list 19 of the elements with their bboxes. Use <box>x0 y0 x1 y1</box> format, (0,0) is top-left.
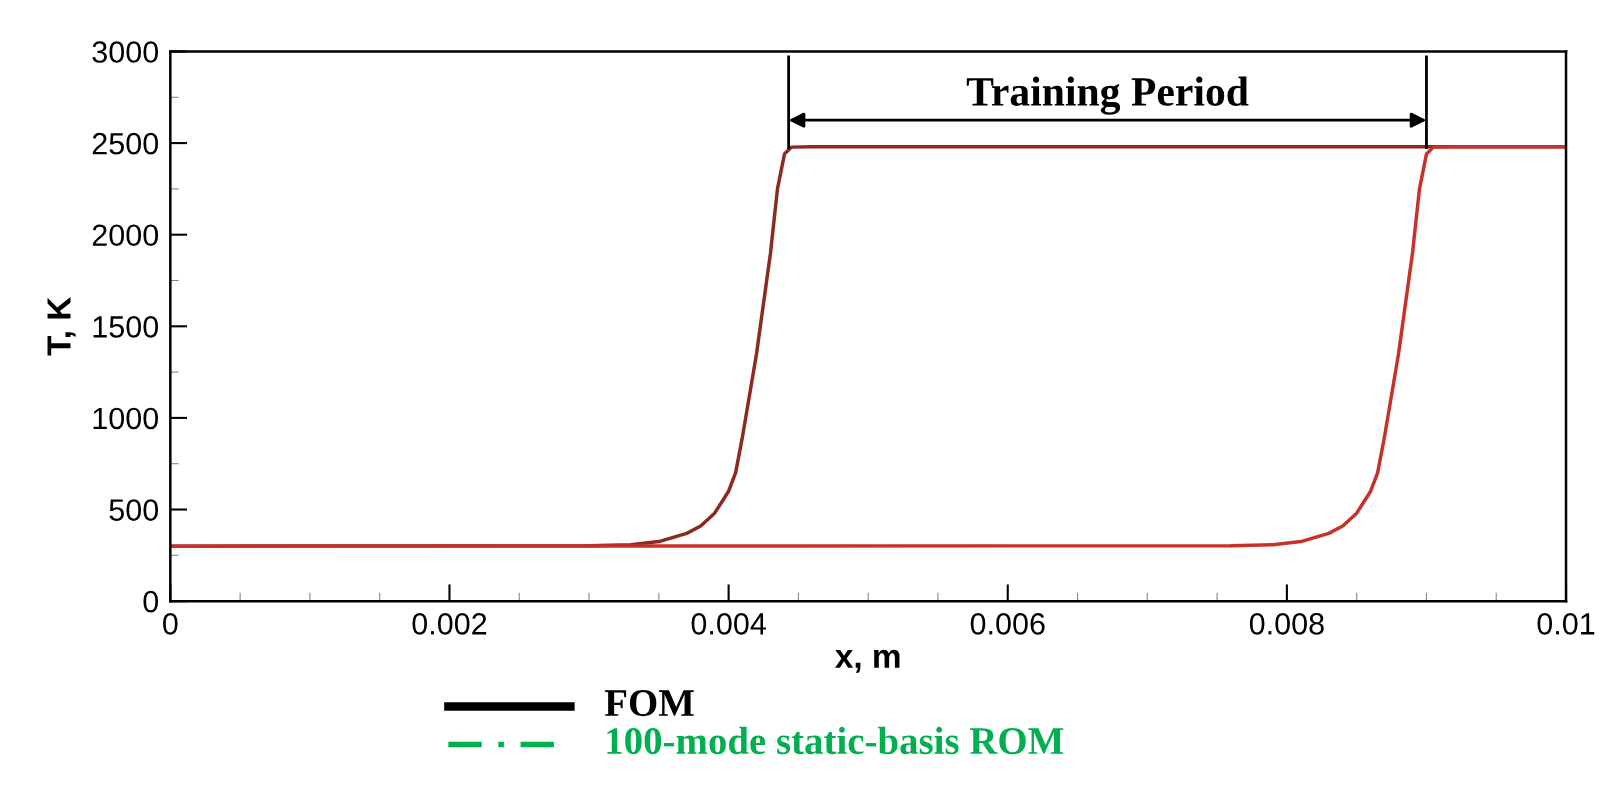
y-tick-label: 1500 <box>93 316 159 338</box>
text: FOM <box>604 690 694 717</box>
y-tick-label: 3000 <box>92 41 159 63</box>
text: 100-mode static-basis ROM <box>607 726 1064 755</box>
y-tick-label: 2000 <box>92 224 159 247</box>
annotation: Training Period <box>966 76 1249 115</box>
y-tick-label: 500 <box>109 499 159 521</box>
x-axis-title: x, m <box>835 649 900 673</box>
x-tick-label: 0.004 <box>691 613 766 635</box>
y-tick-label: 0 <box>143 590 159 613</box>
y-tick-label: 1000 <box>93 407 159 430</box>
x-tick-label: 0.008 <box>1249 613 1324 635</box>
x-tick-label: 0.002 <box>412 613 487 635</box>
line-series <box>170 145 1567 548</box>
x-tick-label: 0 <box>163 613 178 635</box>
x-tick-label: 0.01 <box>1537 613 1595 635</box>
x-tick-label: 0.006 <box>970 613 1045 635</box>
y-tick-label: 2500 <box>92 132 159 155</box>
y-axis-title: T, K <box>47 296 76 356</box>
